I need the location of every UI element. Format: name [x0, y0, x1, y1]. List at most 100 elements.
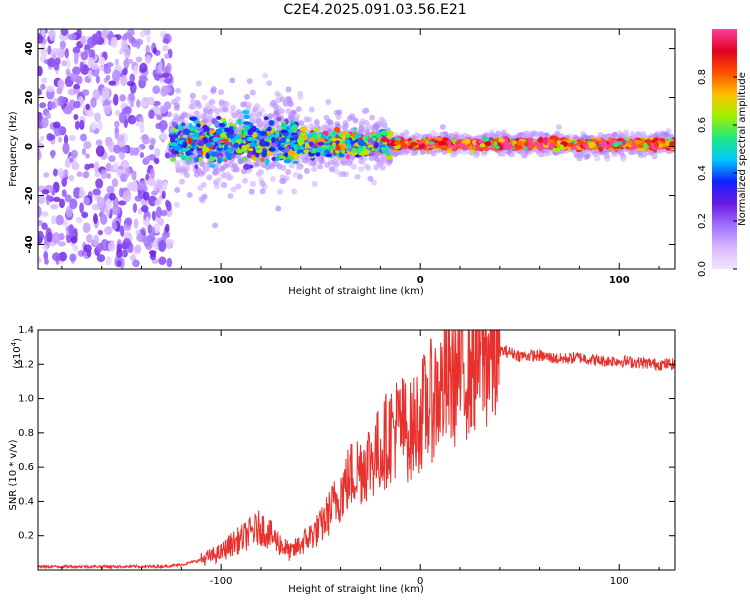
spectrogram-blob — [85, 153, 90, 159]
spectrogram-blob — [38, 256, 42, 264]
spectrogram-blob — [60, 29, 69, 37]
spectrogram-blob — [292, 160, 299, 164]
spectrogram-halo — [259, 188, 266, 195]
spectrogram-blob — [105, 256, 112, 266]
spectrogram-blob — [140, 205, 149, 213]
spectrogram-blob — [61, 189, 67, 198]
spectrogram-blob — [119, 47, 124, 55]
spectrogram-halo — [276, 163, 283, 170]
spectrogram-blob — [38, 143, 45, 149]
spectrogram-blob — [152, 85, 161, 95]
spectrogram-blob — [145, 44, 151, 54]
spectrogram-blob — [268, 147, 276, 152]
spectrogram-blob — [145, 155, 151, 163]
spectrogram-blob — [165, 223, 170, 233]
spectrogram-blob — [86, 249, 92, 258]
spectrogram-blob — [79, 133, 88, 142]
spectrogram-halo — [250, 180, 257, 187]
spectrogram-blob — [143, 235, 152, 248]
spectrogram-blob — [74, 120, 80, 130]
spectrogram-blob — [268, 120, 275, 126]
spectrogram-blob — [298, 136, 305, 143]
spectrogram-blob — [151, 210, 156, 221]
spectrogram-blob — [241, 109, 250, 115]
spectrogram-halo — [285, 108, 292, 115]
spectrogram-blob — [192, 133, 200, 138]
spectrogram-halo — [227, 192, 234, 199]
spectrogram-halo — [357, 165, 364, 172]
spectrogram-blob — [82, 171, 90, 179]
spectrogram-blob — [69, 253, 77, 262]
spectrogram-halo — [604, 155, 611, 162]
spectrogram-blob — [97, 229, 104, 236]
spectrogram-blob — [66, 58, 71, 70]
spectrogram-blob — [278, 146, 283, 151]
spectrogram-blob — [119, 257, 125, 269]
spectrogram-blob — [235, 134, 241, 140]
spectrogram-blob — [331, 137, 338, 142]
spectrogram-halo — [249, 89, 256, 96]
spectrogram-blob — [53, 121, 61, 129]
spectrogram-blob — [40, 83, 46, 90]
spectrogram-halo — [240, 101, 247, 108]
spectrogram-halo — [183, 172, 190, 179]
spectrogram-blob — [57, 241, 66, 247]
spectrogram-blob — [50, 149, 55, 159]
spectrogram-halo — [242, 177, 249, 184]
spectrogram-blob — [247, 128, 253, 136]
spectrogram-blob — [166, 257, 173, 268]
spectrogram-blob — [215, 128, 223, 135]
spectrogram-blob — [38, 112, 43, 123]
spectrogram-blob — [100, 169, 108, 180]
spectrogram-halo — [359, 118, 366, 125]
spectrogram-halo — [212, 222, 219, 229]
spectrogram-blob — [57, 136, 63, 143]
spectrogram-blob — [293, 144, 299, 152]
spectrogram-halo — [174, 96, 181, 103]
spectrogram-halo — [295, 106, 302, 113]
spectrogram-halo — [246, 78, 253, 85]
spectrogram-blob — [108, 80, 117, 86]
spectrogram-halo — [303, 167, 310, 174]
spectrogram-blob — [65, 205, 73, 218]
spectrogram-blob — [243, 114, 250, 120]
spectrogram-halo — [369, 114, 376, 121]
spectrogram-blob — [93, 161, 100, 173]
spectrogram-halo — [297, 94, 304, 101]
spectrogram-blob — [105, 198, 112, 211]
spectrogram-blob — [76, 29, 82, 39]
spectrogram-blob — [88, 48, 94, 60]
spectrogram-blob — [64, 48, 69, 59]
spectrogram-blob — [95, 178, 104, 189]
spectrogram-blob — [367, 137, 374, 144]
spectrogram-halo — [262, 72, 269, 79]
spectrogram-blob — [79, 61, 85, 71]
spectrogram-blob — [247, 147, 254, 152]
spectrogram-blob — [86, 110, 95, 118]
spectrogram-blob — [114, 58, 119, 66]
spectrogram-blob — [208, 157, 216, 162]
spectrogram-halo — [220, 181, 227, 188]
spectrogram-blob — [283, 159, 292, 164]
spectrogram-blob — [72, 66, 81, 76]
spectrogram-blob — [148, 109, 155, 119]
spectrogram-blob — [201, 147, 208, 152]
spectrogram-blob — [68, 99, 76, 111]
spectrogram-halo — [218, 89, 225, 96]
spectrogram-halo — [274, 90, 281, 97]
spectrogram-blob — [71, 149, 78, 159]
spectrogram-blob — [308, 141, 314, 147]
spectrogram-halo — [286, 96, 293, 103]
spectrogram-blob — [46, 231, 53, 243]
spectrogram-blob — [94, 171, 101, 178]
spectrogram-halo — [222, 106, 229, 113]
spectrogram-halo — [413, 132, 420, 139]
spectrogram-blob — [39, 102, 47, 109]
spectrogram-blob — [116, 259, 122, 267]
spectrogram-blob — [151, 190, 158, 196]
spectrogram-blob — [134, 244, 142, 254]
spectrogram-blob — [150, 251, 156, 258]
spectrogram-halo — [334, 121, 341, 128]
spectrogram-halo — [196, 102, 203, 109]
